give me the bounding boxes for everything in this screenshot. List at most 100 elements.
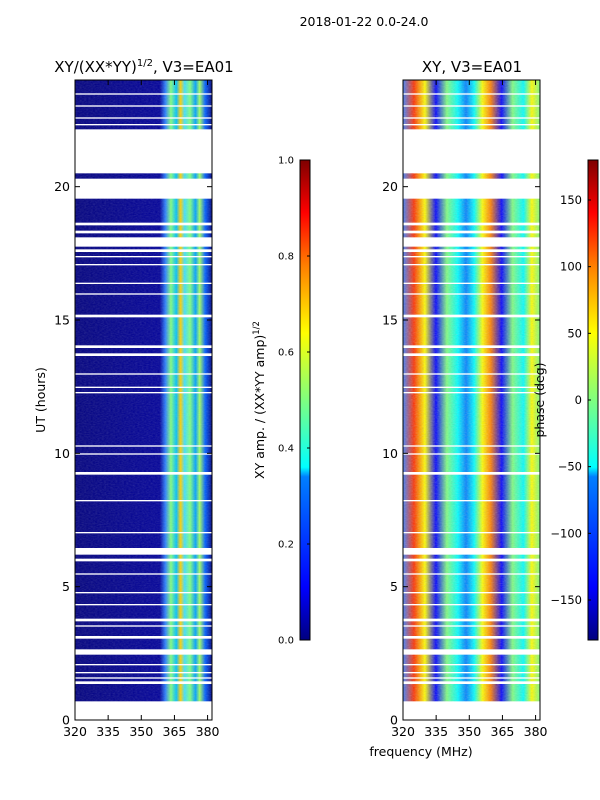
figure-suptitle: 2018-01-22 0.0-24.0 — [300, 14, 429, 29]
phase-flagged-row — [403, 604, 540, 606]
phase-flagged-row — [403, 293, 540, 295]
phase-flagged-row — [403, 573, 540, 575]
amplitude-colorbar-tick-label: 0.8 — [278, 252, 294, 263]
amplitude-flagged-row — [75, 649, 212, 655]
amplitude-flagged-row — [75, 625, 212, 627]
phase-panel: XY, V3=EA01 320 335 350 365 380 0 5 10 15 20 — [382, 58, 547, 739]
amplitude-flagged-row — [75, 353, 212, 356]
phase-flagged-row — [403, 453, 540, 455]
amplitude-title-main: XY/(XX*YY) — [54, 58, 137, 76]
phase-colorbar-tick-label: −150 — [550, 593, 582, 607]
amplitude-y-tick-label: 5 — [62, 579, 70, 594]
phase-flagged-row — [403, 392, 540, 394]
amplitude-flagged-row — [75, 701, 212, 704]
phase-colorbar: −150 −100 −50 0 50 100 150 phase (deg) — [532, 159, 599, 641]
amplitude-flagged-row — [75, 178, 212, 199]
phase-x-tick-label: 380 — [524, 724, 548, 739]
phase-flagged-row — [403, 105, 540, 107]
phase-x-ticks: 320 335 350 365 380 — [391, 80, 548, 739]
amplitude-title: XY/(XX*YY)1/2, V3=EA01 — [54, 58, 233, 76]
amplitude-heatmap-texture — [75, 80, 212, 720]
phase-flagged-row — [403, 649, 540, 655]
phase-flagged-row — [403, 618, 540, 622]
amplitude-colorbar-tick-label: 0.6 — [278, 348, 294, 359]
amplitude-flagged-row — [75, 373, 212, 375]
phase-flagged-row — [403, 249, 540, 252]
amplitude-flagged-row — [75, 604, 212, 606]
phase-colorbar-tick-label: 100 — [560, 260, 582, 274]
phase-flagged-row — [403, 237, 540, 247]
amplitude-flagged-row — [75, 558, 212, 562]
phase-flagged-row — [403, 664, 540, 666]
amplitude-y-tick-label: 20 — [54, 179, 70, 194]
phase-axes-frame — [402, 79, 541, 721]
amplitude-flagged-row — [75, 677, 212, 679]
amplitude-flagged-row — [75, 105, 212, 107]
amplitude-flagged-row — [75, 293, 212, 295]
phase-flagged-row — [403, 625, 540, 627]
phase-y-tick-label: 20 — [382, 179, 398, 194]
amplitude-flagged-row — [75, 664, 212, 666]
phase-y-tick-label: 5 — [390, 579, 398, 594]
phase-flagged-row — [403, 445, 540, 447]
amplitude-panel: XY/(XX*YY)1/2, V3=EA01 320 335 350 365 380 0… — [54, 58, 234, 739]
phase-flagged-row — [403, 124, 540, 126]
amplitude-colorbar-tick-label: 1.0 — [278, 156, 294, 167]
phase-colorbar-tick-label: 50 — [567, 326, 582, 340]
amplitude-colorbar-tick-label: 0.2 — [278, 540, 294, 551]
amplitude-x-tick-label: 320 — [63, 724, 87, 739]
amplitude-colorbar-tick-label: 0.0 — [278, 636, 294, 647]
phase-flagged-row — [403, 373, 540, 375]
phase-y-tick-label: 10 — [382, 446, 398, 461]
amplitude-flagged-row — [75, 117, 212, 119]
amplitude-y-ticks: 0 5 10 15 20 — [54, 179, 212, 728]
amplitude-flagged-row — [75, 500, 212, 502]
phase-flagged-row — [403, 117, 540, 119]
phase-flagged-row — [403, 677, 540, 679]
amplitude-colorbar-tick-label: 0.4 — [278, 444, 294, 455]
phase-colorbar-label: phase (deg) — [532, 362, 547, 437]
phase-flagged-row — [403, 129, 540, 174]
x-axis-label: frequency (MHz) — [369, 744, 472, 759]
phase-colorbar-ticks: −150 −100 −50 0 50 100 150 — [550, 193, 591, 607]
phase-flagged-row — [403, 282, 540, 284]
phase-flagged-row — [403, 345, 540, 348]
phase-flagged-row — [403, 532, 540, 534]
amplitude-flagged-row — [75, 386, 212, 388]
phase-flagged-row — [403, 264, 540, 266]
amplitude-flagged-row — [75, 636, 212, 639]
phase-flagged-row — [403, 93, 540, 95]
phase-flagged-row — [403, 672, 540, 674]
phase-x-tick-label: 335 — [424, 724, 448, 739]
phase-no-data-region — [403, 704, 540, 720]
phase-y-tick-label: 0 — [390, 713, 398, 728]
phase-colorbar-tick-label: 0 — [575, 393, 582, 407]
amplitude-flagged-row — [75, 681, 212, 684]
amplitude-x-tick-label: 365 — [163, 724, 187, 739]
phase-x-tick-label: 350 — [457, 724, 481, 739]
phase-flagged-row — [403, 592, 540, 594]
amplitude-flagged-row — [75, 237, 212, 247]
amplitude-flagged-row — [75, 445, 212, 447]
phase-x-tick-label: 365 — [491, 724, 515, 739]
amplitude-flagged-row — [75, 532, 212, 534]
phase-flagged-row — [403, 230, 540, 234]
amplitude-flagged-row — [75, 472, 212, 475]
phase-flagged-rows — [403, 93, 540, 720]
amplitude-x-ticks: 320 335 350 365 380 — [63, 80, 220, 739]
amplitude-colorbar-label-main: XY amp. / (XX*YY amp) — [252, 335, 267, 479]
amplitude-colorbar-gradient — [299, 159, 311, 641]
phase-y-tick-label: 15 — [382, 313, 398, 328]
amplitude-flagged-row — [75, 230, 212, 234]
phase-flagged-row — [403, 472, 540, 475]
amplitude-colorbar-label-sup: 1/2 — [252, 321, 262, 335]
y-axis-label: UT (hours) — [33, 367, 48, 433]
phase-flagged-row — [403, 353, 540, 356]
phase-flagged-row — [403, 548, 540, 555]
amplitude-y-tick-label: 15 — [54, 313, 70, 328]
amplitude-x-tick-label: 335 — [96, 724, 120, 739]
amplitude-flagged-row — [75, 93, 212, 95]
amplitude-flagged-row — [75, 264, 212, 266]
phase-flagged-row — [403, 681, 540, 684]
